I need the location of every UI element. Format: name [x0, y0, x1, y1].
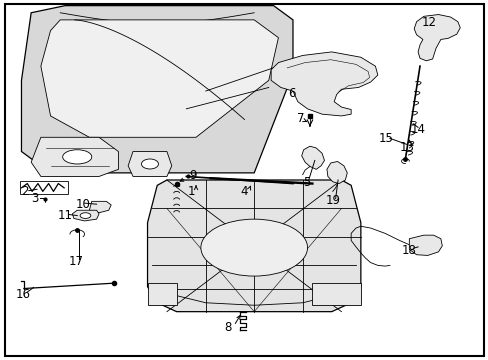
Polygon shape: [31, 137, 118, 176]
Polygon shape: [41, 20, 278, 137]
Text: 14: 14: [410, 123, 425, 136]
Text: 2: 2: [20, 185, 28, 198]
Ellipse shape: [201, 219, 307, 276]
Text: 11: 11: [58, 209, 72, 222]
Text: 1: 1: [187, 185, 195, 198]
Polygon shape: [413, 14, 459, 61]
Text: 13: 13: [399, 141, 414, 154]
Text: 8: 8: [224, 321, 231, 334]
Text: 6: 6: [287, 87, 295, 100]
Polygon shape: [21, 6, 292, 173]
Text: 19: 19: [325, 194, 340, 207]
Polygon shape: [128, 152, 171, 176]
Text: 5: 5: [302, 176, 309, 189]
Bar: [147, 283, 176, 305]
Ellipse shape: [80, 213, 91, 219]
Polygon shape: [271, 52, 377, 116]
Ellipse shape: [141, 159, 158, 169]
Text: 9: 9: [188, 169, 196, 182]
Text: 3: 3: [31, 192, 39, 205]
Polygon shape: [72, 210, 99, 221]
Bar: [20, 181, 68, 194]
Text: 4: 4: [240, 185, 248, 198]
Polygon shape: [301, 146, 324, 169]
Text: 12: 12: [420, 16, 435, 29]
Text: 18: 18: [401, 244, 416, 257]
Text: 17: 17: [68, 255, 83, 267]
Polygon shape: [89, 201, 111, 213]
Text: 7: 7: [296, 112, 304, 125]
Polygon shape: [326, 162, 346, 184]
Text: 10: 10: [76, 198, 91, 211]
Text: 15: 15: [378, 132, 393, 145]
Text: 16: 16: [16, 288, 30, 301]
Bar: [312, 283, 360, 305]
Polygon shape: [147, 180, 360, 312]
Ellipse shape: [62, 150, 92, 164]
Polygon shape: [408, 235, 442, 256]
